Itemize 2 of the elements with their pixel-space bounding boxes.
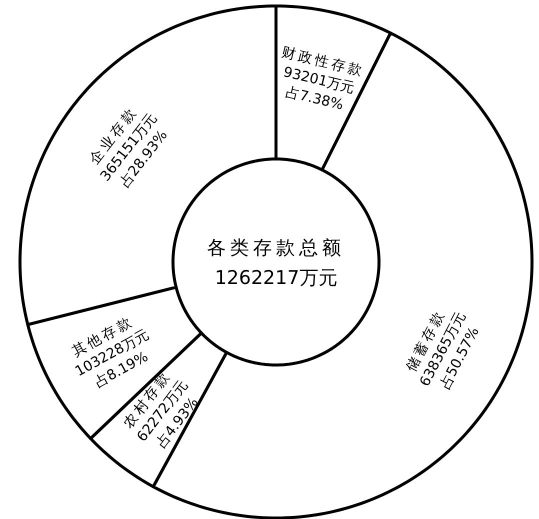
- text: 1262217万元: [214, 267, 338, 289]
- text: 各类存款总额: [207, 237, 345, 259]
